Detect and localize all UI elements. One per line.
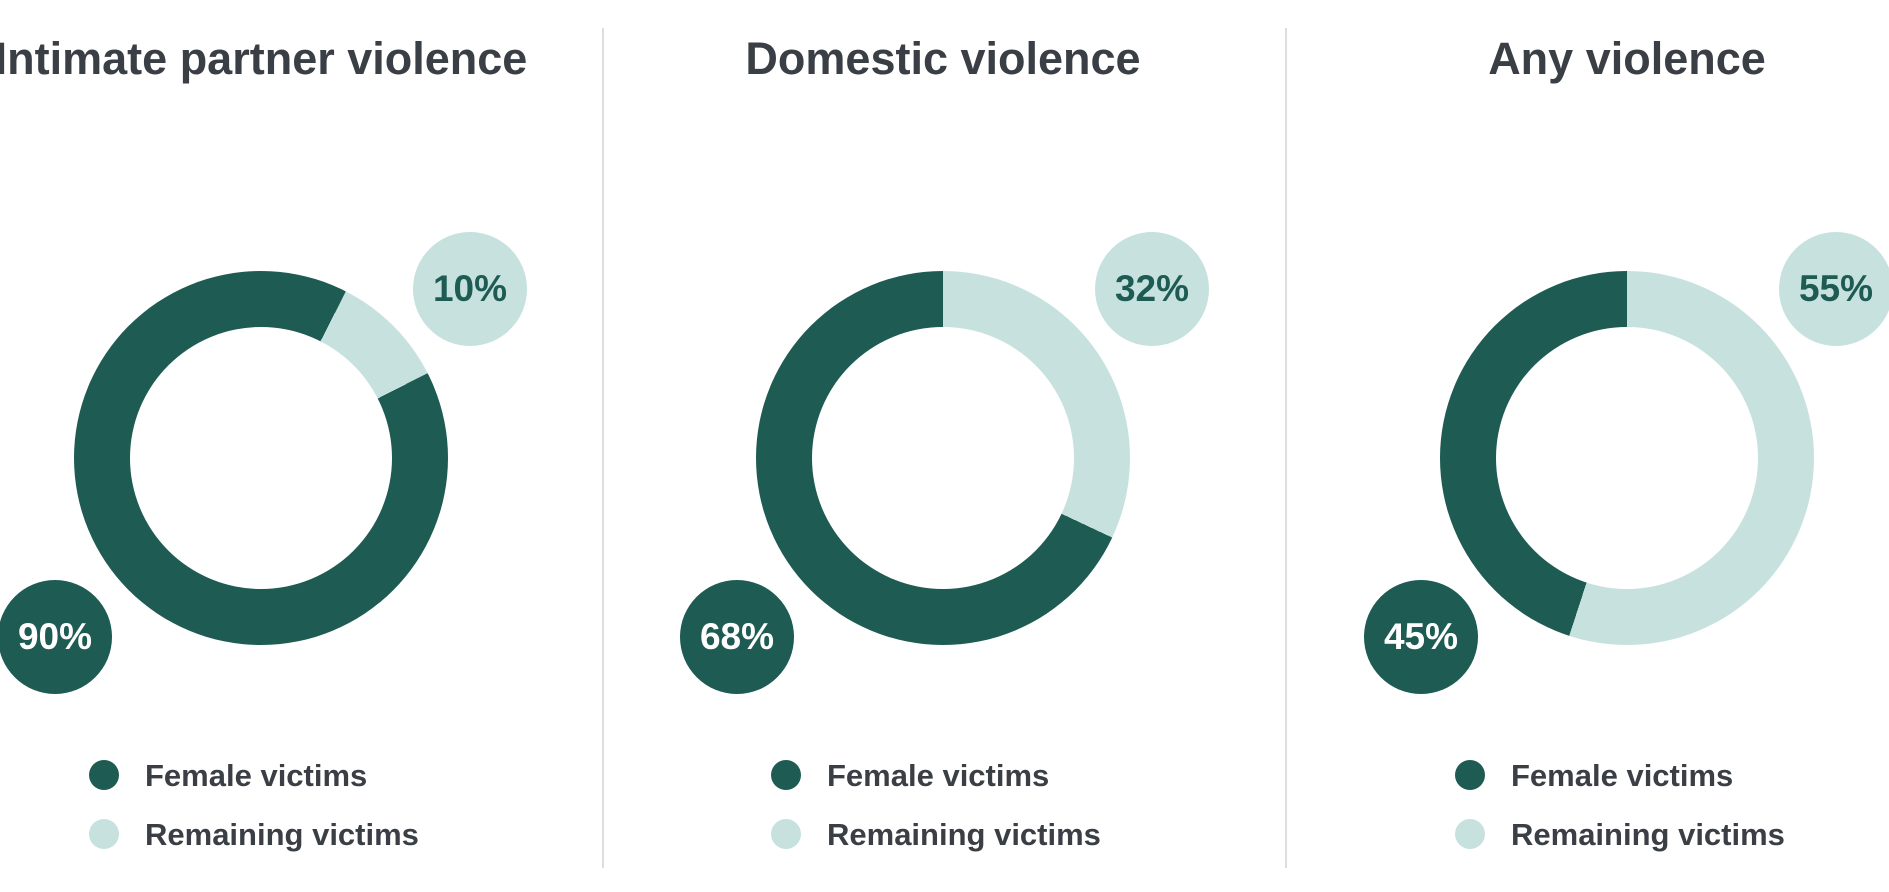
remaining-legend-swatch: [1455, 819, 1485, 849]
remaining-value-badge: 10%: [413, 232, 527, 346]
remaining-value-badge: 55%: [1779, 232, 1889, 346]
legend: Female victims Remaining victims: [89, 756, 419, 874]
donut-chart: [1440, 271, 1814, 645]
remaining-value-label: 32%: [1114, 268, 1190, 309]
legend: Female victims Remaining victims: [771, 756, 1101, 874]
legend-item-remaining: Remaining victims: [1455, 815, 1785, 853]
legend-item-female: Female victims: [89, 756, 419, 794]
legend-item-remaining: Remaining victims: [771, 815, 1101, 853]
female-legend-swatch: [89, 760, 119, 790]
remaining-legend-swatch: [771, 819, 801, 849]
chart-title: Domestic violence: [745, 33, 1141, 84]
remaining-legend-label: Remaining victims: [145, 816, 419, 852]
female-legend-swatch: [771, 760, 801, 790]
remaining-value-label: 10%: [432, 268, 508, 309]
legend-item-remaining: Remaining victims: [89, 815, 419, 853]
remaining-value-badge: 32%: [1095, 232, 1209, 346]
chart-title: Intimate partner violence: [0, 33, 528, 84]
chart-title: Any violence: [1488, 33, 1766, 84]
female-value-badge: 45%: [1364, 580, 1478, 694]
panel-divider: [602, 28, 604, 868]
donut-hole: [1496, 327, 1758, 589]
female-legend-swatch: [1455, 760, 1485, 790]
legend-item-female: Female victims: [771, 756, 1101, 794]
female-legend-label: Female victims: [145, 757, 368, 793]
female-value-badge: 68%: [680, 580, 794, 694]
remaining-legend-swatch: [89, 819, 119, 849]
legend-item-female: Female victims: [1455, 756, 1785, 794]
legend: Female victims Remaining victims: [1455, 756, 1785, 874]
donut-chart: [74, 271, 448, 645]
female-value-badge: 90%: [0, 580, 112, 694]
donut-hole: [812, 327, 1074, 589]
remaining-legend-label: Remaining victims: [1511, 816, 1785, 852]
female-value-label: 90%: [17, 616, 93, 657]
female-legend-label: Female victims: [1511, 757, 1734, 793]
donut-hole: [130, 327, 392, 589]
donut-chart: [756, 271, 1130, 645]
female-legend-label: Female victims: [827, 757, 1050, 793]
remaining-legend-label: Remaining victims: [827, 816, 1101, 852]
panel-divider: [1285, 28, 1287, 868]
remaining-value-label: 55%: [1798, 268, 1874, 309]
female-value-label: 45%: [1383, 616, 1459, 657]
female-value-label: 68%: [699, 616, 775, 657]
